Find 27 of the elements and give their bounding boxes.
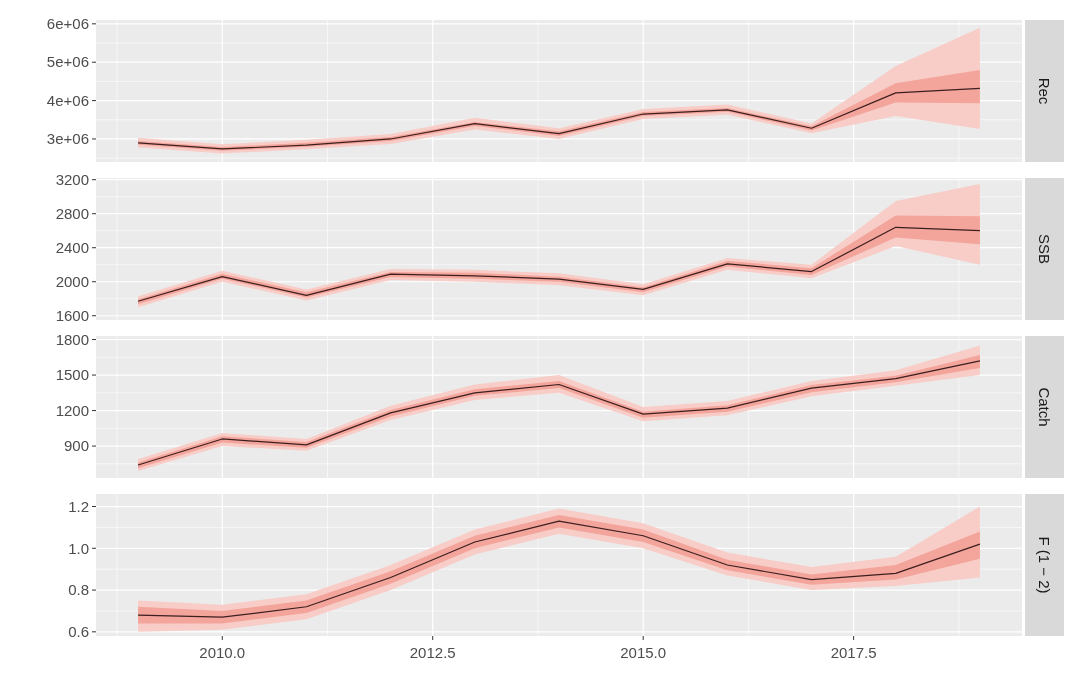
y2-axis-title: SSB <box>1036 233 1054 265</box>
y-tick-label: 0.6 <box>68 623 89 641</box>
y-tick-label: 3e+06 <box>46 130 89 148</box>
y-tick-label: 1500 <box>55 366 89 384</box>
line-series <box>137 87 981 150</box>
y2-axis-title: Rec <box>1036 77 1054 105</box>
x-tick-label: 2010.0 <box>199 644 246 661</box>
x-tick-label: 2012.5 <box>409 644 456 661</box>
y-tick-label: 2800 <box>55 204 89 222</box>
x-tick-label: 2017.5 <box>830 644 877 661</box>
y-tick-label: 3200 <box>55 170 89 188</box>
y-tick-label: 1800 <box>55 330 89 348</box>
y2-axis-title: Catch <box>1036 387 1054 427</box>
y-tick-label: 0.8 <box>68 581 89 599</box>
y-tick-label: 6e+06 <box>46 15 89 33</box>
y-tick-label: 2000 <box>55 272 89 290</box>
y-tick-label: 2400 <box>55 238 89 256</box>
y-tick-label: 4e+06 <box>46 91 89 109</box>
y-tick-label: 1600 <box>55 307 89 324</box>
y-tick-label: 1.0 <box>68 539 89 557</box>
y-tick-label: 1.2 <box>68 497 89 515</box>
y-tick-label: 5e+06 <box>46 53 89 71</box>
line-series <box>137 226 981 302</box>
y-tick-label: 900 <box>63 437 89 455</box>
y-tick-label: 1200 <box>55 401 89 419</box>
y2-axis-title: F (1 − 2) <box>1036 536 1054 594</box>
x-tick-label: 2015.0 <box>620 644 667 661</box>
